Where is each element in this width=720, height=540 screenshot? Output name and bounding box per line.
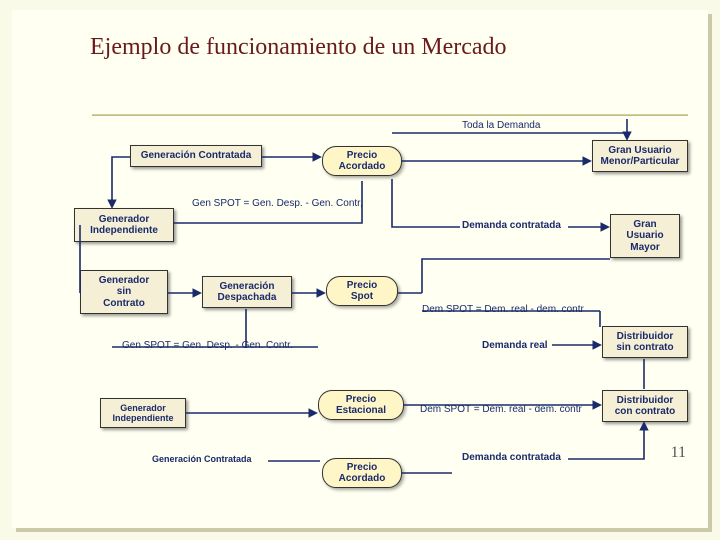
box-text: Generador Independiente — [112, 403, 173, 424]
label-gen-spot-2: Gen SPOT = Gen. Desp. - Gen. Contr. — [122, 340, 293, 351]
label-toda-demanda: Toda la Demanda — [462, 120, 540, 131]
box-gen-independiente-1: Generador Independiente — [74, 208, 174, 242]
box-text: Gran Usuario Mayor — [626, 219, 663, 254]
box-text: Gran Usuario Menor/Particular — [601, 145, 680, 168]
pill-text: Precio Spot — [347, 280, 378, 302]
slide-title: Ejemplo de funcionamiento de un Mercado — [90, 34, 507, 61]
box-gen-sin-contrato: Generador sin Contrato — [80, 270, 168, 314]
box-gen-independiente-2: Generador Independiente — [100, 398, 186, 428]
arrows-layer — [12, 10, 708, 528]
box-text: Generación Despachada — [218, 281, 277, 304]
pill-precio-estacional: Precio Estacional — [318, 390, 404, 420]
label-dem-spot-1: Dem SPOT = Dem. real - dem. contr — [422, 304, 584, 315]
box-gran-usuario-mayor: Gran Usuario Mayor — [610, 214, 680, 258]
label-gen-contratada-bottom: Generación Contratada — [152, 454, 252, 464]
pill-precio-spot: Precio Spot — [326, 276, 398, 306]
box-text: Distribuidor con contrato — [615, 395, 676, 418]
box-text: Generador sin Contrato — [99, 275, 150, 310]
pill-precio-acordado-bottom: Precio Acordado — [322, 458, 402, 488]
label-gen-spot-1: Gen SPOT = Gen. Desp. - Gen. Contr, — [192, 198, 363, 209]
pill-text: Precio Estacional — [336, 394, 386, 416]
page-number: 11 — [671, 444, 686, 462]
label-demanda-contratada-1: Demanda contratada — [462, 220, 561, 231]
pill-text: Precio Acordado — [339, 150, 386, 172]
rule-top — [92, 114, 688, 116]
box-text: Generador Independiente — [90, 214, 158, 237]
pill-precio-acordado-top: Precio Acordado — [322, 146, 402, 176]
label-demanda-contratada-2: Demanda contratada — [462, 452, 561, 463]
box-text: Distribuidor sin contrato — [616, 331, 673, 354]
box-gen-contratada-top: Generación Contratada — [130, 145, 262, 167]
box-gran-usuario-menor: Gran Usuario Menor/Particular — [592, 140, 688, 172]
box-dist-con-contrato: Distribuidor con contrato — [602, 390, 688, 422]
box-dist-sin-contrato: Distribuidor sin contrato — [602, 326, 688, 358]
label-dem-spot-2: Dem SPOT = Dem. real - dem. contr — [420, 404, 582, 415]
box-text: Generación Contratada — [141, 150, 252, 162]
pill-text: Precio Acordado — [339, 462, 386, 484]
box-gen-despachada: Generación Despachada — [202, 276, 292, 308]
label-demanda-real: Demanda real — [482, 340, 548, 351]
